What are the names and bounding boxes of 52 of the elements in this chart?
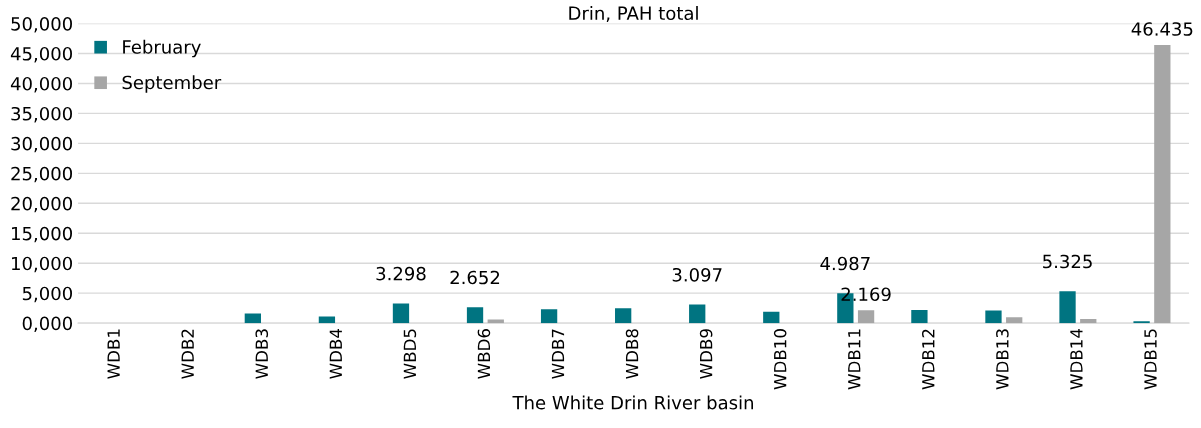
x-tick-label: WDB12 [922,329,935,390]
x-tick-label: WBD6 [477,329,491,379]
x-tick-label: WDB14 [1070,328,1083,390]
x-tick-label: WDB4 [329,328,342,379]
annotation: 2.652 [450,270,500,285]
x-tick-label: WDB2 [181,329,194,379]
annotation: 5.325 [1043,254,1092,269]
bar [985,310,1002,324]
annotation: 3.097 [672,267,722,282]
bar [318,316,336,324]
y-tick-label: 25,000 [11,166,72,183]
y-tick-label: 15,000 [12,226,72,243]
bar [244,313,261,324]
y-tick-label: 30,000 [11,136,72,153]
y-tick-label: 50,000 [11,17,72,33]
bar [911,309,928,324]
x-tick-label: WDB1 [107,329,120,379]
y-tick-label: 40,000 [10,76,72,93]
bar [763,311,780,324]
bar [392,303,410,324]
bar [1154,44,1171,324]
x-tick-label: WDB11 [848,329,861,390]
annotation: 4.987 [820,256,870,271]
bar [540,309,558,324]
annotation: 2.169 [841,287,891,302]
legend-label: September [122,75,222,93]
x-tick-label: WDB10 [773,329,787,390]
y-tick-label: 35,000 [11,106,72,123]
x-axis-title: The White Drin River basin [512,395,753,410]
legend-label: February [123,39,201,58]
bar [1080,318,1097,324]
x-tick-label: WDB3 [255,329,269,379]
y-tick-label: 20,000 [11,196,72,213]
bar [466,307,484,324]
chart-title: Drin, PAH total [569,6,698,22]
x-tick-label: WBD5 [403,329,417,379]
x-tick-label: WDB13 [996,329,1009,390]
x-tick-label: WDB15 [1144,329,1157,390]
annotation: 3.298 [376,266,426,281]
y-tick-label: 5,000 [22,286,72,303]
bar [857,310,875,324]
x-tick-label: WDB8 [625,329,639,379]
bar [1006,317,1023,324]
y-tick-label: 10,000 [12,256,72,273]
bar [615,308,632,324]
y-tick-label: 45,000 [10,46,72,63]
x-tick-label: WDB7 [551,329,565,379]
bar [689,304,706,324]
y-tick-label: 0,000 [22,316,72,333]
x-tick-label: WDB9 [699,329,713,379]
bar [1059,291,1076,324]
annotation: 46.435 [1131,22,1193,36]
